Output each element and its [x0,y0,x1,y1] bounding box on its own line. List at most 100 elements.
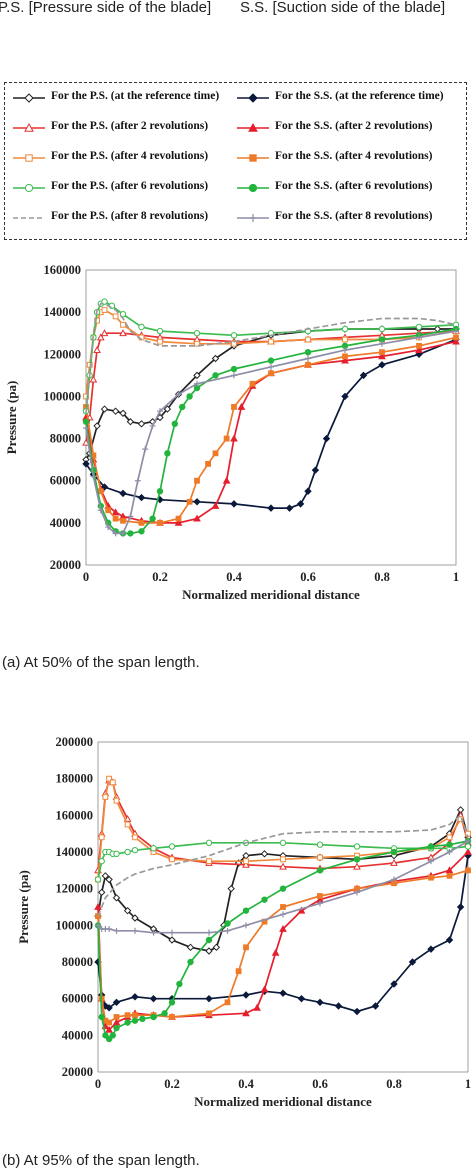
data-point [97,888,106,897]
data-point [260,850,269,858]
legend: For the P.S. (at the reference time) For … [4,82,467,240]
data-point [156,488,164,495]
data-point [279,989,287,997]
data-point [427,945,435,953]
data-point [112,998,121,1007]
data-point [97,507,104,514]
data-point [390,980,398,988]
data-point [157,408,163,415]
y-tick-label: 140000 [56,845,94,859]
data-point [109,779,116,786]
data-point [111,407,120,415]
data-point [171,420,179,428]
data-point [280,911,286,918]
data-point [267,504,275,512]
data-point [105,1035,113,1043]
data-point [186,393,193,400]
data-point [106,926,113,932]
data-point [205,839,213,847]
legend-swatch [237,93,269,103]
data-point [124,821,131,828]
data-point [120,530,126,537]
data-point [296,500,305,508]
data-point [223,435,230,442]
data-point [446,834,453,841]
y-tick-label: 180000 [56,772,94,786]
data-point [457,816,464,822]
data-point [206,929,212,936]
data-point [139,1015,146,1023]
y-tick-label: 100000 [44,389,82,403]
data-point [149,515,156,522]
legend-swatch [237,122,269,132]
data-point [174,518,183,526]
legend-swatch [237,183,269,193]
x-tick-label: 0.8 [386,1077,402,1091]
data-point [82,418,90,425]
data-point [428,874,434,881]
legend-label: For the S.S. (after 4 revolutions) [275,150,433,162]
data-point [280,904,286,910]
data-point [120,517,126,524]
data-point [230,500,238,508]
y-tick-label: 140000 [44,305,82,319]
data-point [113,1014,120,1020]
x-tick-label: 0.6 [300,570,316,584]
data-point [82,460,90,468]
data-point [427,843,435,850]
data-point [378,325,386,333]
data-point [100,405,109,413]
data-point [164,450,171,457]
data-point [316,998,324,1007]
data-point [224,999,231,1006]
data-point [316,841,324,848]
data-point [134,477,141,484]
data-point [342,347,348,354]
data-point [353,862,361,870]
data-point [206,858,212,865]
series-1 [82,325,460,464]
y-tick-label: 80000 [50,432,81,446]
data-point [194,477,200,484]
data-point [353,856,361,863]
data-point [205,947,213,955]
data-point [353,843,361,850]
data-point [194,340,200,347]
data-point [305,336,311,343]
data-point [279,862,287,870]
y-tick-label: 160000 [56,808,94,822]
data-point [416,334,422,341]
data-point [150,929,157,936]
data-point [267,357,275,364]
data-point [98,834,105,841]
data-point [304,487,312,495]
data-point [317,854,323,861]
data-point [242,1009,250,1017]
series-line [85,330,457,535]
legend-swatch [237,214,269,222]
data-point [168,936,176,944]
data-point [156,327,164,335]
data-point [243,858,249,865]
data-point [316,867,324,874]
series-line [85,300,457,412]
data-point [132,834,138,841]
chart-b: 20000 40000 60000 80000 100000 120000 140000 16… [16,735,472,1109]
x-axis-label: Normalized meridional distance [194,1094,372,1109]
data-point [261,896,268,903]
data-point [453,334,459,341]
legend-swatch [13,217,45,219]
data-point [464,847,472,855]
data-point [138,519,145,526]
data-point [124,848,131,856]
data-point [297,906,306,914]
data-point [106,1019,112,1026]
legend-label: For the S.S. (after 2 revolutions) [275,120,433,132]
data-point [359,371,368,380]
data-point [242,907,250,914]
legend-label: For the S.S. (at the reference time) [275,90,444,102]
data-point [317,893,323,899]
data-point [354,889,360,896]
data-point [193,514,201,522]
legend-label: For the P.S. (after 4 revolutions) [51,150,209,162]
